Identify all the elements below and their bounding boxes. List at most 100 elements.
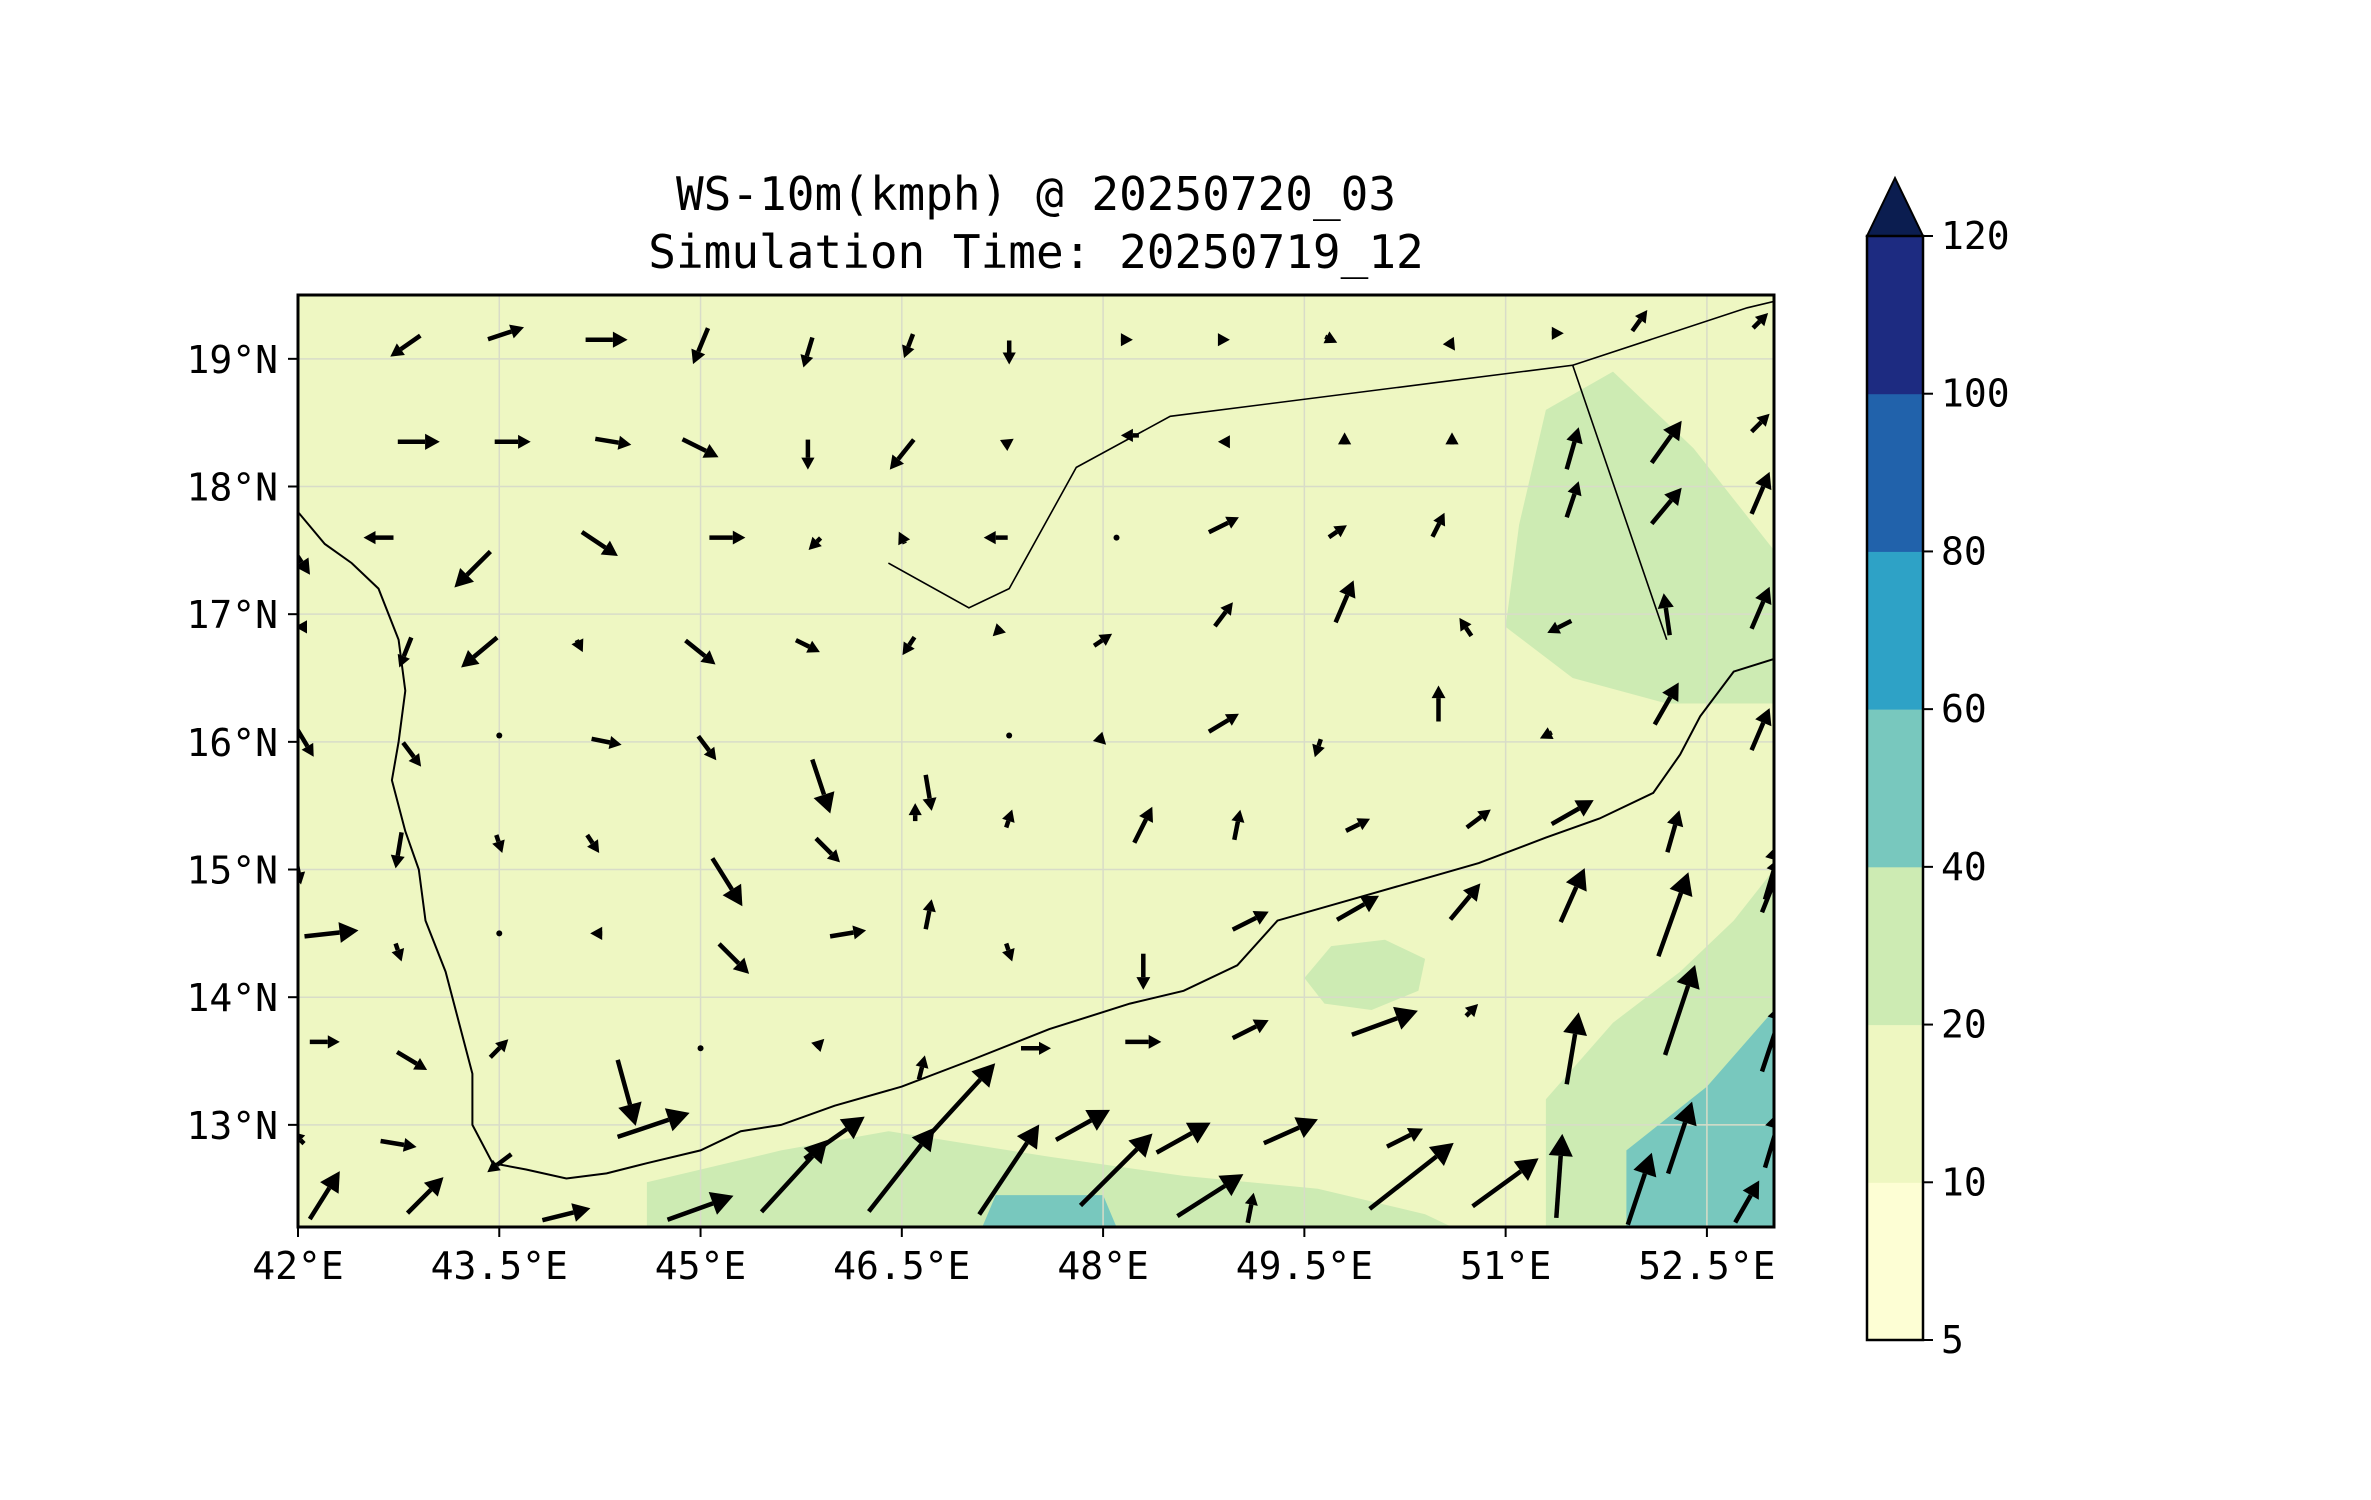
- wind-arrow: [1262, 1117, 1318, 1146]
- wind-arrow: [1207, 713, 1239, 734]
- wind-arrow: [1333, 580, 1356, 624]
- wind-arrow: [298, 726, 314, 757]
- y-tick-label: 16°N: [186, 721, 278, 765]
- latitude-axis: 19°N 18°N 17°N 16°N 15°N 14°N 13°N: [186, 338, 298, 1148]
- wind-arrow: [1665, 1101, 1697, 1175]
- colorbar-segment: [1867, 709, 1923, 868]
- wind-arrow: [1213, 602, 1233, 628]
- wind-arrow: [1656, 872, 1693, 957]
- wind-arrow: [1563, 1012, 1587, 1085]
- wind-arrow: [983, 531, 1008, 545]
- wind-arrow: [1547, 618, 1573, 634]
- wind-arrow: [1207, 516, 1239, 535]
- colorbar-tick-label: 5: [1941, 1318, 1964, 1362]
- shading-region: [1626, 1010, 1774, 1227]
- wind-arrow: [585, 331, 628, 348]
- wind-arrow: [759, 1139, 828, 1214]
- wind-arrow: [1338, 432, 1352, 445]
- wind-arrow: [1231, 1019, 1269, 1041]
- wind-arrow: [1217, 333, 1230, 347]
- wind-arrow: [681, 437, 719, 458]
- y-tick-label: 18°N: [186, 466, 278, 510]
- wind-arrow: [1078, 1133, 1153, 1208]
- wind-arrow: [889, 438, 916, 470]
- colorbar-segment: [1867, 866, 1923, 1026]
- wind-arrow: [1564, 481, 1582, 519]
- wind-arrow: [902, 635, 917, 656]
- wind-arrow: [709, 530, 746, 545]
- wind-arrow: [1335, 895, 1379, 922]
- y-tick-label: 19°N: [186, 338, 278, 382]
- wind-arrow: [1113, 534, 1120, 541]
- wind-arrow: [1217, 435, 1230, 449]
- coastline: [298, 511, 1774, 1180]
- wind-arrow: [915, 1055, 929, 1080]
- wind-arrow: [922, 899, 936, 930]
- wind-arrow: [401, 741, 422, 767]
- shading-region: [1304, 939, 1426, 1010]
- wind-arrow: [1551, 326, 1564, 340]
- wind-arrow: [814, 836, 840, 863]
- wind-arrow: [487, 324, 524, 342]
- map-panel: 42°E 43.5°E 45°E 46.5°E 48°E 49.5°E 51°E 52.5°E…: [186, 293, 1776, 1288]
- wind-vectors: [298, 310, 1774, 1226]
- wind-arrow: [390, 832, 405, 869]
- colorbar-tick-label: 60: [1941, 687, 1987, 731]
- wind-arrow: [1558, 868, 1587, 924]
- wind-arrow: [1749, 471, 1772, 515]
- x-tick-label: 46.5°E: [833, 1244, 970, 1288]
- wind-arrow: [992, 623, 1006, 637]
- y-tick-label: 13°N: [186, 1104, 278, 1148]
- wind-arrow: [1759, 862, 1774, 914]
- wind-arrow: [922, 774, 937, 811]
- colorbar-extend-triangle: [1865, 175, 1925, 237]
- wind-arrow: [492, 834, 505, 853]
- wind-arrow: [309, 1035, 340, 1049]
- wind-arrow: [307, 1171, 340, 1221]
- wind-arrow: [1002, 809, 1015, 829]
- wind-arrow: [391, 942, 405, 962]
- wind-arrow: [808, 536, 823, 550]
- wind-arrow: [1244, 1192, 1258, 1224]
- wind-arrow: [1751, 313, 1769, 330]
- colorbar-outline: [1865, 234, 1925, 1342]
- wind-arrow: [1733, 1180, 1760, 1224]
- wind-arrow: [405, 1177, 444, 1215]
- x-tick-label: 48°E: [1057, 1244, 1149, 1288]
- wind-arrow: [1136, 953, 1151, 990]
- wind-arrow: [800, 336, 815, 368]
- wind-arrow: [585, 833, 600, 853]
- map-title-line-2: Simulation Time: 20250719_12: [648, 225, 1423, 279]
- coastline-segment: [298, 511, 1774, 1180]
- colorbar-tick-label: 80: [1941, 529, 1987, 573]
- wind-arrow: [1564, 427, 1583, 470]
- wind-arrow: [1132, 806, 1153, 844]
- x-tick-label: 51°E: [1460, 1244, 1552, 1288]
- wind-arrow: [666, 1192, 734, 1222]
- wind-arrow: [801, 439, 815, 470]
- wind-arrow: [1344, 818, 1370, 833]
- wind-arrow: [616, 1108, 690, 1140]
- map-title-line-1: WS-10m(kmph) @ 20250720_03: [676, 167, 1396, 221]
- wind-arrow: [1471, 1158, 1539, 1209]
- wind-arrow: [1548, 1133, 1573, 1219]
- wind-arrow: [1323, 331, 1338, 344]
- border-segment: [1572, 300, 1774, 366]
- wind-arrow: [684, 638, 716, 665]
- colorbar-segment: [1867, 551, 1923, 710]
- wind-arrow: [1125, 1034, 1162, 1049]
- colorbar-segment: [1867, 236, 1923, 395]
- wind-arrow: [1442, 336, 1455, 351]
- wind-arrow: [1430, 512, 1446, 538]
- colorbar-segment: [1867, 1024, 1923, 1183]
- wind-arrow: [1749, 708, 1772, 751]
- colorbar-tick-label: 120: [1941, 214, 2010, 258]
- wind-arrow: [615, 1059, 642, 1126]
- y-tick-label: 15°N: [186, 849, 278, 893]
- wind-arrow: [1662, 965, 1700, 1056]
- wind-arrow: [811, 1038, 825, 1052]
- map-background: [298, 295, 1774, 1227]
- colorbar: 5 10 20 40 60 80 100 120: [1865, 175, 2010, 1362]
- wind-arrow: [1630, 310, 1648, 333]
